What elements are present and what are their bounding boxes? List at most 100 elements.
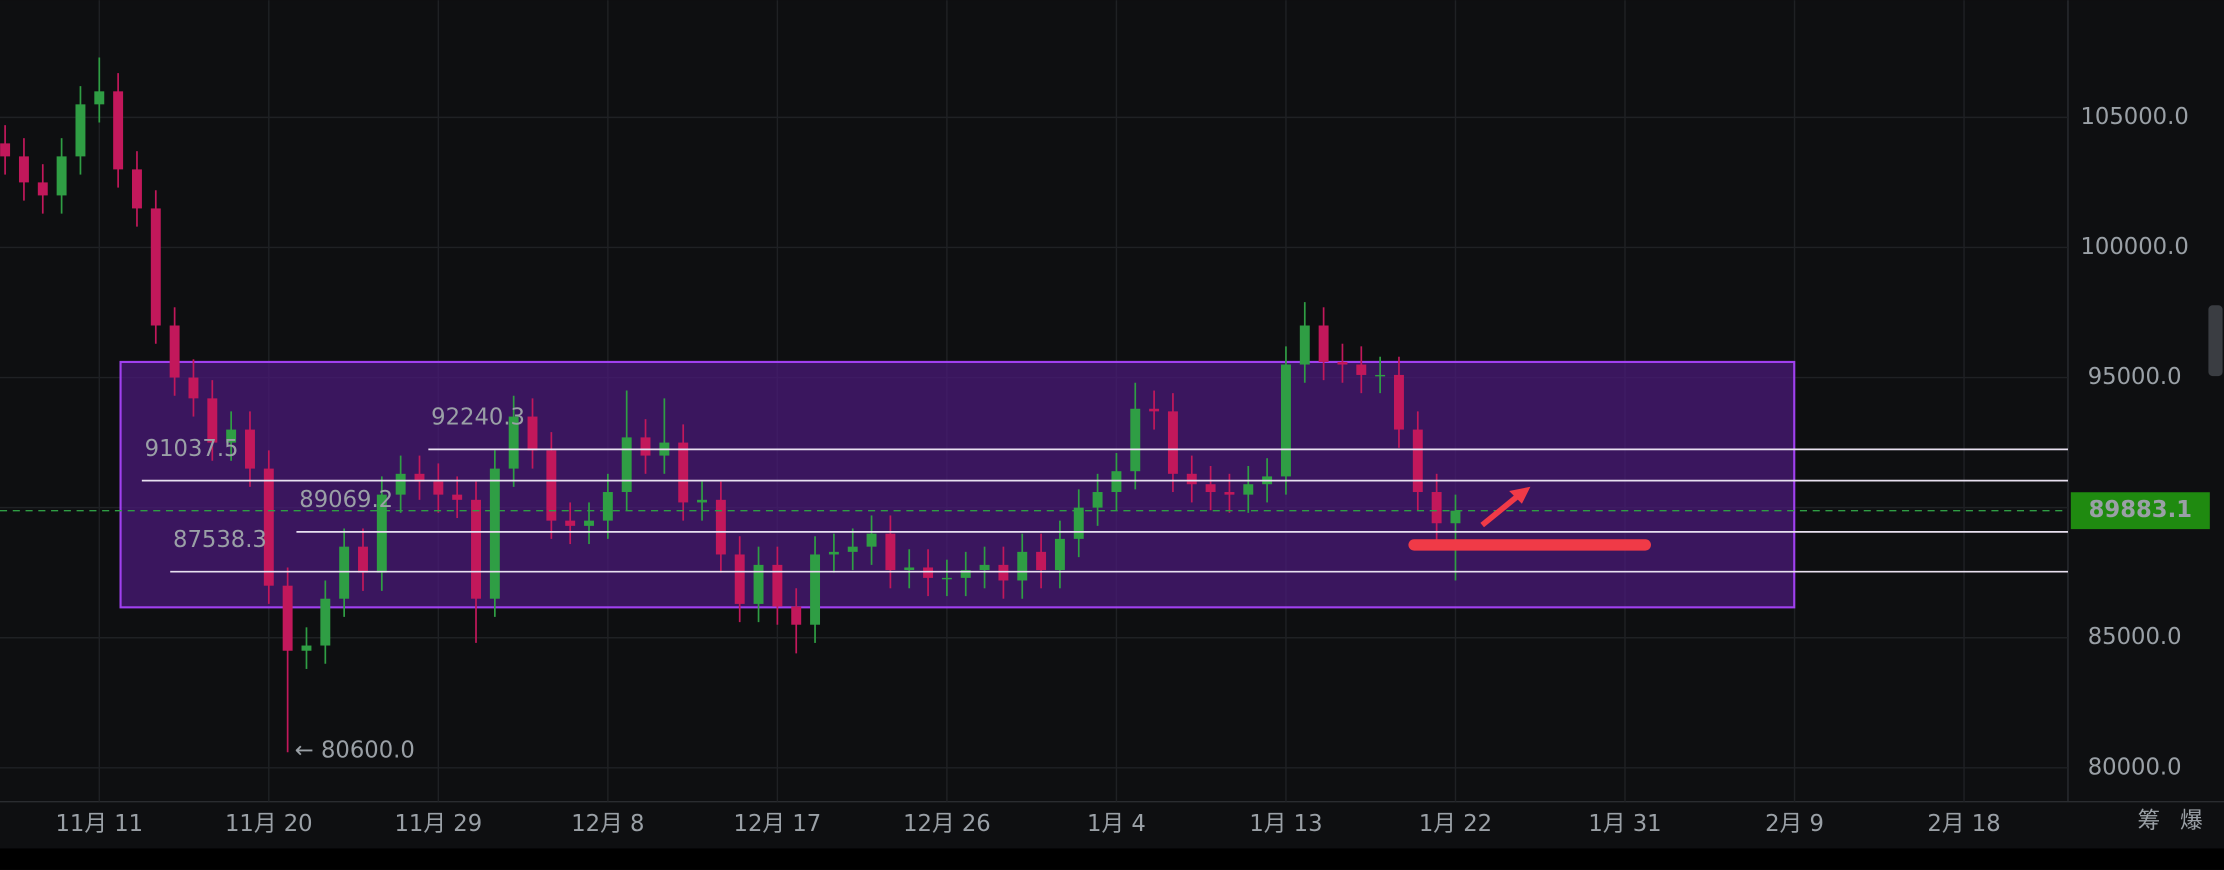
x-tick-label: 1月 22 bbox=[1419, 811, 1492, 837]
candle-body bbox=[471, 499, 481, 599]
x-tick-label: 11月 29 bbox=[395, 811, 483, 837]
candle-body bbox=[565, 520, 576, 526]
candle-body bbox=[998, 564, 1009, 581]
candle-body bbox=[395, 473, 406, 495]
x-tick-label: 1月 13 bbox=[1249, 811, 1322, 837]
candle-body bbox=[1243, 484, 1254, 495]
candle-body bbox=[1036, 551, 1047, 571]
level-label: 92240.3 bbox=[431, 405, 525, 431]
candle-body bbox=[1356, 364, 1367, 375]
footer-button[interactable]: 爆 bbox=[2180, 808, 2203, 834]
candle-body bbox=[847, 546, 858, 552]
candle-body bbox=[1130, 408, 1141, 472]
candle-body bbox=[452, 494, 463, 500]
x-tick-label: 11月 11 bbox=[55, 811, 143, 837]
last-price-label: 89883.1 bbox=[2089, 497, 2192, 523]
candle-body bbox=[1205, 484, 1216, 493]
candle-body bbox=[263, 468, 274, 586]
y-tick-label: 95000.0 bbox=[2088, 364, 2182, 390]
y-tick-label: 80000.0 bbox=[2088, 754, 2182, 780]
footer-button[interactable]: 筹 bbox=[2137, 808, 2160, 834]
candle-body bbox=[791, 606, 802, 625]
level-label: 87538.3 bbox=[173, 527, 267, 553]
candle-body bbox=[1073, 507, 1084, 539]
candle-body bbox=[979, 564, 990, 571]
range-box bbox=[119, 360, 1796, 609]
candle-body bbox=[207, 398, 218, 443]
candle-body bbox=[376, 494, 387, 573]
candle-body bbox=[1337, 361, 1348, 365]
candle-body bbox=[1450, 510, 1461, 524]
scroll-handle[interactable] bbox=[2208, 305, 2223, 377]
candle-body bbox=[697, 499, 707, 503]
candle-body bbox=[56, 156, 67, 196]
candle-body bbox=[753, 564, 764, 604]
candle-body bbox=[1375, 374, 1386, 377]
candle-body bbox=[546, 450, 557, 521]
x-tick-label: 2月 18 bbox=[1927, 811, 2000, 837]
x-tick-label: 2月 9 bbox=[1765, 811, 1824, 837]
candle-body bbox=[339, 546, 350, 599]
candle-body bbox=[150, 208, 161, 326]
candle-body bbox=[734, 554, 745, 604]
candle-body bbox=[226, 429, 237, 443]
candle-body bbox=[301, 645, 312, 651]
candle-body bbox=[810, 554, 821, 625]
x-tick-label: 1月 31 bbox=[1588, 811, 1661, 837]
candle-body bbox=[113, 91, 124, 170]
candle-body bbox=[188, 377, 199, 399]
candle-body bbox=[169, 325, 180, 378]
candle-body bbox=[1167, 411, 1178, 474]
candle-body bbox=[489, 468, 500, 599]
y-tick-label: 85000.0 bbox=[2088, 624, 2182, 650]
candle-body bbox=[1224, 492, 1235, 495]
candle-body bbox=[885, 533, 896, 571]
candle-body bbox=[715, 499, 726, 555]
candle-body bbox=[75, 104, 86, 157]
candle-body bbox=[527, 416, 538, 451]
candle-body bbox=[621, 437, 632, 493]
candle-body bbox=[1186, 473, 1197, 485]
candle-body bbox=[828, 551, 839, 555]
candle-body bbox=[1431, 492, 1442, 524]
candle-body bbox=[584, 520, 594, 526]
candle-body bbox=[0, 143, 11, 157]
last-price-tag bbox=[2070, 492, 2210, 530]
status-strip bbox=[0, 848, 2224, 870]
candle-body bbox=[602, 492, 613, 521]
candle-body bbox=[1111, 471, 1122, 493]
candle-body bbox=[1299, 325, 1310, 365]
level-label: 89069.2 bbox=[299, 487, 393, 513]
candle-body bbox=[414, 473, 425, 482]
x-tick-label: 12月 8 bbox=[571, 811, 644, 837]
candle-body bbox=[1054, 538, 1065, 571]
arrow-head bbox=[1509, 486, 1531, 504]
candle-body bbox=[904, 567, 915, 571]
x-tick-label: 12月 26 bbox=[903, 811, 991, 837]
candle-body bbox=[508, 416, 519, 469]
candle-body bbox=[37, 182, 48, 196]
y-tick-label: 100000.0 bbox=[2081, 234, 2189, 260]
candle-body bbox=[1017, 551, 1028, 581]
candle-body bbox=[131, 169, 142, 209]
candle-body bbox=[678, 442, 689, 503]
candle-body bbox=[358, 546, 368, 573]
candle-body bbox=[772, 564, 783, 607]
candle-body bbox=[433, 481, 444, 495]
candle-body bbox=[18, 156, 29, 183]
candle-body bbox=[320, 598, 331, 646]
x-tick-label: 11月 20 bbox=[225, 811, 313, 837]
low-marker-label: ← 80600.0 bbox=[295, 737, 415, 763]
candle-body bbox=[1318, 325, 1329, 362]
candle-body bbox=[640, 437, 651, 456]
candle-body bbox=[1149, 408, 1160, 412]
candle-body bbox=[282, 585, 293, 651]
x-tick-label: 1月 4 bbox=[1087, 811, 1146, 837]
y-tick-label: 105000.0 bbox=[2081, 104, 2189, 130]
candle-body bbox=[941, 577, 952, 580]
candle-body bbox=[245, 429, 255, 469]
level-label: 91037.5 bbox=[145, 436, 239, 462]
candle-body bbox=[1092, 492, 1103, 508]
candle-body bbox=[1393, 374, 1404, 430]
